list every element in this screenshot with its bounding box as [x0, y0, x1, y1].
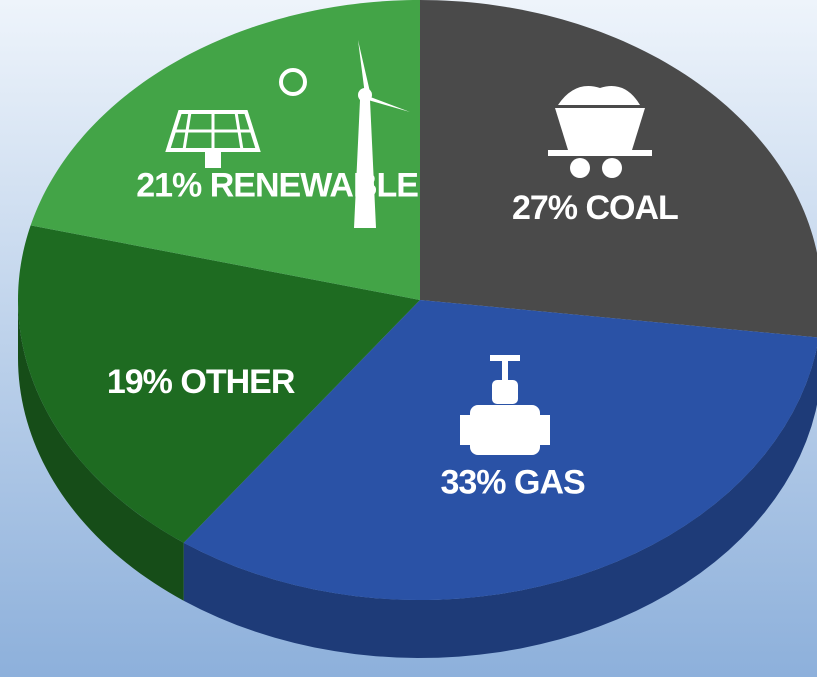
data-label: 19% OTHER	[107, 363, 295, 401]
pie-slice	[18, 225, 420, 543]
value-label: 21%	[136, 166, 202, 204]
data-label: 21% RENEWABLE	[136, 166, 418, 204]
renewable-icons	[165, 40, 410, 228]
pie-side	[18, 300, 184, 601]
pie-side	[183, 346, 817, 658]
value-label: 33%	[440, 464, 506, 502]
category-label: RENEWABLE	[210, 166, 419, 204]
pie-sides	[18, 300, 817, 658]
data-label: 33% GAS	[440, 464, 585, 502]
category-label: COAL	[585, 189, 678, 227]
valve-icon	[460, 355, 550, 455]
value-label: 27%	[512, 189, 578, 227]
pie-slices	[18, 0, 817, 600]
category-label: GAS	[514, 464, 585, 502]
data-labels: 27% COAL 33% GAS 19% OTHER 21% RENEWABLE	[107, 166, 679, 502]
data-label: 27% COAL	[512, 189, 678, 227]
value-label: 19%	[107, 363, 173, 401]
category-label: OTHER	[180, 363, 294, 401]
coal-cart-icon	[548, 86, 652, 178]
